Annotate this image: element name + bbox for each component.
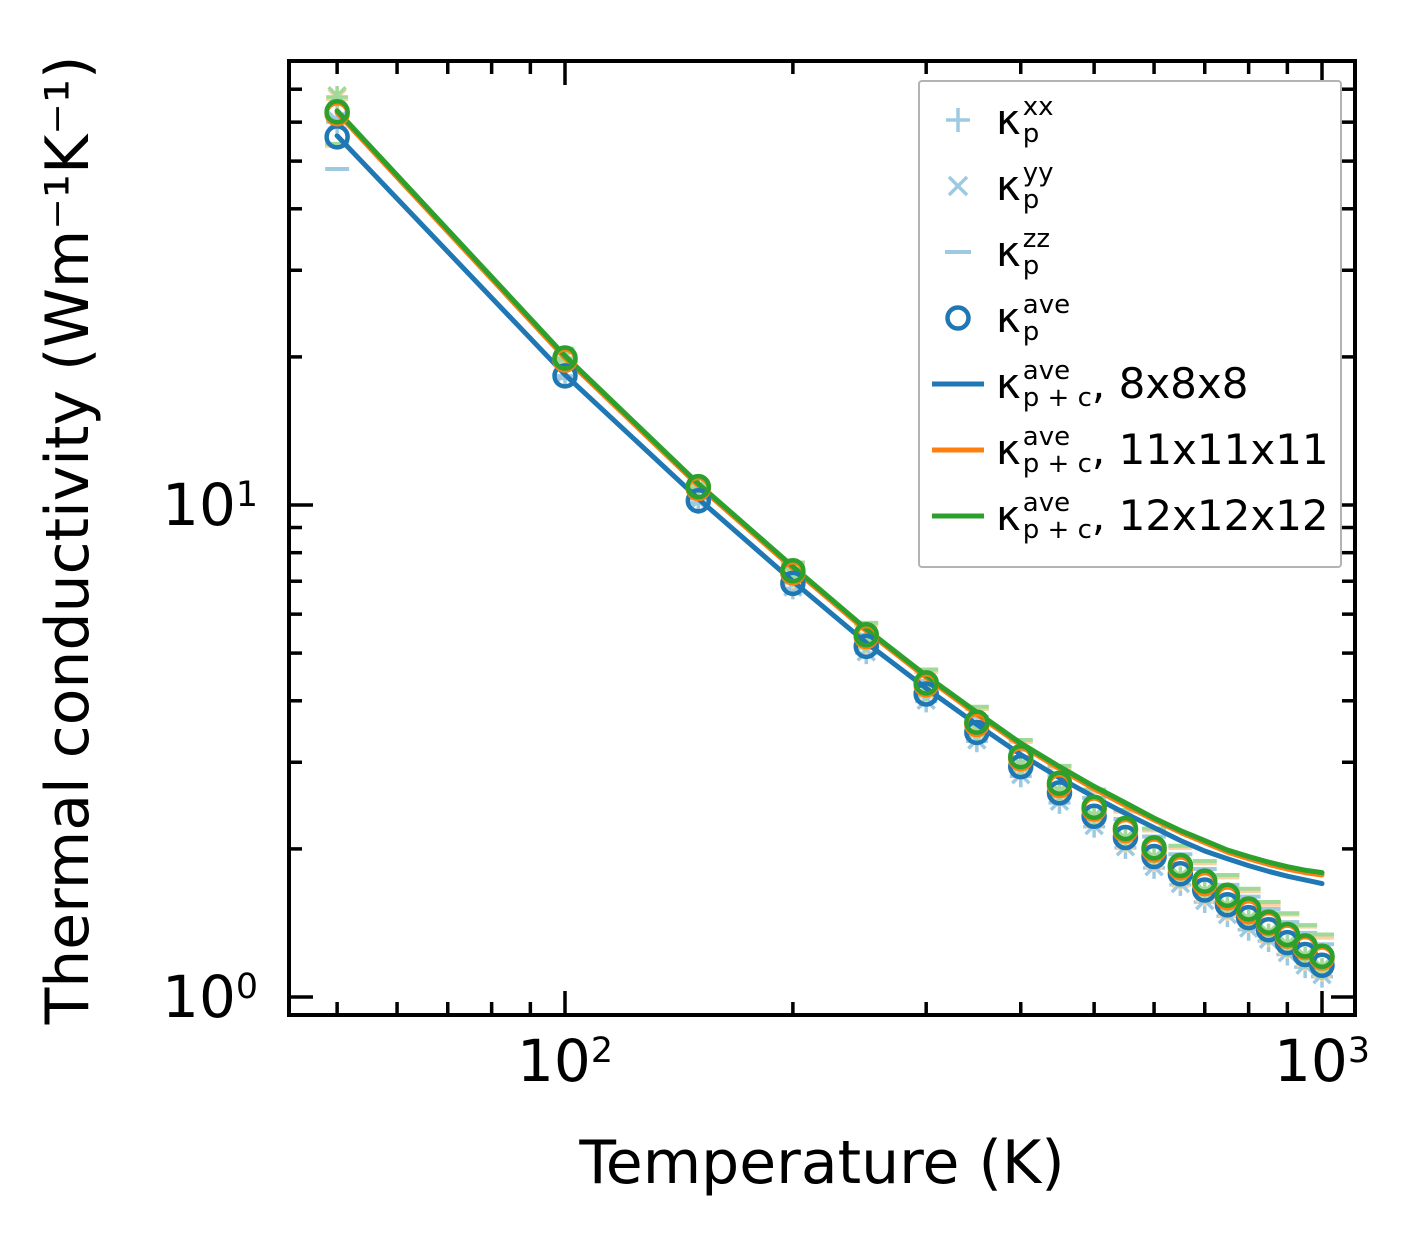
legend-line-icon [920, 356, 996, 412]
kp-ave-12x12x12-circle-marker [1255, 909, 1282, 935]
kp-ave-12x12x12-circle-marker [552, 345, 578, 371]
kp-ave-8x8x8-circle-marker [964, 719, 990, 746]
kp-ave-12x12x12-circle-marker [1141, 835, 1167, 861]
kp-ave-12x12x12-circle-marker [1081, 794, 1107, 821]
legend-cross-glyph [947, 175, 969, 197]
legend-line-icon [920, 488, 996, 544]
kp-ave-8x8x8-circle-marker [780, 570, 806, 597]
kp-ave-8x8x8-circle-marker [552, 363, 578, 389]
legend-plus-glyph [946, 108, 970, 132]
kp-ave-12x12x12-circle-marker [1167, 852, 1194, 879]
y-tick-label-10e1: 101 [162, 471, 258, 539]
legend-line-icon [920, 422, 996, 478]
kp-ave-12x12x12-circle-marker [913, 670, 939, 696]
legend-label: κ zz p [996, 223, 1051, 281]
legend-label: κ ave p + c, 8x8x8 [996, 355, 1249, 413]
legend-plus-icon [920, 92, 996, 148]
kp-ave-8x8x8-circle-marker [1046, 780, 1073, 806]
kp-ave-12x12x12-circle-marker [685, 473, 712, 500]
legend-box: κ xx p κ yy p κ zz p κ ave p κ ave p + c, 8x8x8 κ ave p +… [918, 80, 1342, 568]
legend-cross-icon [920, 158, 996, 214]
legend-item-ave8x8x8: κ ave p + c, 8x8x8 [920, 351, 1340, 417]
kp-ave-8x8x8-circle-marker [853, 633, 879, 660]
legend-item-yy: κ yy p [920, 153, 1340, 219]
legend-item-xx: κ xx p [920, 87, 1340, 153]
x-tick-label-10e3: 103 [1274, 1027, 1370, 1095]
legend-item-ave11x11x11: κ ave p + c, 11x11x11 [920, 417, 1340, 483]
kp-ave-8x8x8-circle-marker [1309, 952, 1335, 979]
kp-ave-8x8x8-circle-marker [685, 488, 712, 514]
legend-item-ave12x12x12: κ ave p + c, 12x12x12 [920, 483, 1340, 549]
kp-ave-12x12x12-circle-marker [1235, 896, 1262, 922]
kp-ave-12x12x12-circle-marker [964, 709, 990, 735]
y-tick-label-10e0: 100 [162, 963, 258, 1031]
kp-ave-12x12x12-circle-marker [780, 558, 806, 584]
legend-circle-glyph [945, 305, 971, 331]
kp-ave-12x12x12-circle-marker [1112, 815, 1139, 842]
kp-ave-12x12x12-circle-marker [853, 621, 879, 648]
x-axis-label: Temperature (K) [579, 1128, 1065, 1198]
kp-ave-12x12x12-circle-marker [1046, 770, 1073, 796]
kp-ave-8x8x8-circle-marker [1008, 753, 1034, 780]
plot-line-12x12x12 [334, 108, 1325, 876]
legend-label: κ ave p + c, 12x12x12 [996, 487, 1329, 545]
x-tick-label-10e2: 102 [517, 1027, 613, 1095]
legend-label: κ xx p [996, 91, 1054, 149]
kp-ave-12x12x12-circle-marker [1309, 943, 1335, 970]
legend-item-ave: κ ave p [920, 285, 1340, 351]
legend-label: κ yy p [996, 157, 1054, 215]
legend-item-zz: κ zz p [920, 219, 1340, 285]
axes-frame [287, 59, 1357, 1017]
legend-label: κ ave p [996, 289, 1071, 347]
plot-line-8x8x8 [334, 133, 1325, 887]
kp-ave-12x12x12-circle-marker [1191, 868, 1218, 894]
legend-dash-icon [920, 224, 996, 280]
kp-ave-12x12x12-circle-marker [324, 98, 350, 125]
kp-ave-12x12x12-circle-marker [1274, 921, 1301, 948]
kp-ave-12x12x12-circle-marker [1008, 743, 1034, 770]
kp-ave-12x12x12-circle-marker [1214, 882, 1241, 908]
legend-circle-icon [920, 290, 996, 346]
kp-ave-8x8x8-circle-marker [913, 681, 939, 707]
y-axis-label: Thermal conductivity (Wm⁻¹K⁻¹) [33, 55, 103, 1025]
legend-label: κ ave p + c, 11x11x11 [996, 421, 1329, 479]
